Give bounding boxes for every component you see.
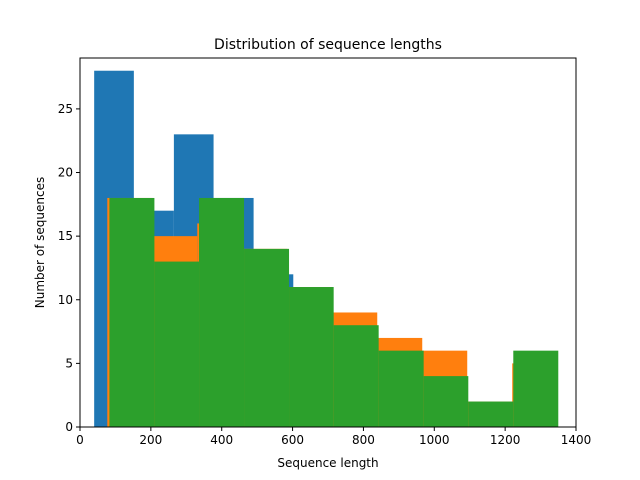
bar-series-3-bin-1 — [109, 197, 155, 427]
y-tick-label: 20 — [58, 166, 73, 180]
x-tick-label: 1200 — [490, 433, 521, 447]
y-tick-label: 15 — [58, 229, 73, 243]
bar-series-3-bin-4 — [244, 248, 290, 427]
y-axis-label: Number of sequences — [33, 177, 47, 308]
bar-series-3-bin-5 — [289, 287, 334, 427]
y-tick-label: 25 — [58, 102, 73, 116]
x-axis-label: Sequence length — [277, 456, 378, 470]
y-tick-label: 0 — [65, 420, 73, 434]
bar-series-3-bin-9 — [468, 401, 514, 427]
x-tick-label: 1400 — [561, 433, 592, 447]
plot-frame — [79, 57, 577, 428]
y-axis-ticks: 0 5 10 15 20 25 — [58, 102, 80, 434]
bar-series-3-bin-10 — [513, 350, 559, 427]
x-tick-label: 400 — [210, 433, 233, 447]
y-tick-label: 10 — [58, 293, 73, 307]
chart-title: Distribution of sequence lengths — [214, 37, 442, 53]
bar-series-3-bin-8 — [423, 376, 469, 427]
bars-layer — [94, 70, 559, 428]
x-tick-label: 200 — [139, 433, 162, 447]
bar-series-3-bin-7 — [378, 350, 424, 427]
x-tick-label: 0 — [76, 433, 84, 447]
bar-series-3-bin-2 — [154, 261, 200, 427]
bar-series-3-bin-6 — [333, 325, 379, 427]
bar-series-3-bin-3 — [199, 197, 245, 427]
x-tick-label: 600 — [281, 433, 304, 447]
x-tick-label: 1000 — [419, 433, 450, 447]
x-tick-label: 800 — [352, 433, 375, 447]
x-axis-ticks: 0 200 400 600 800 1000 1200 1400 — [76, 427, 591, 447]
y-tick-label: 5 — [65, 356, 73, 370]
